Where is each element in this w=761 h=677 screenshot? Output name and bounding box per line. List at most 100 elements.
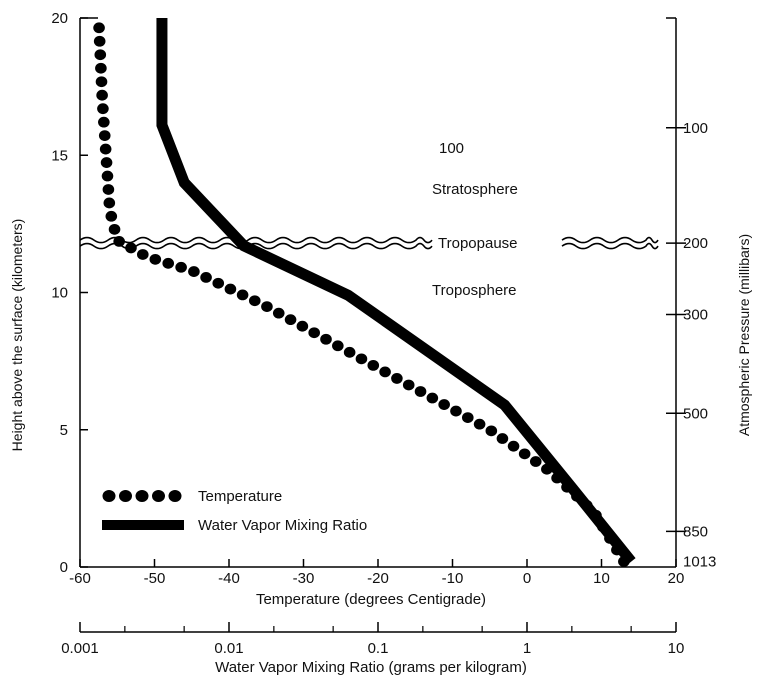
temperature-dot [518, 448, 531, 460]
temperature-dot [284, 314, 297, 326]
mixing-ratio-axis-label: Water Vapor Mixing Ratio (grams per kilo… [215, 659, 527, 676]
mixing-ratio-tick-label: 0.01 [214, 640, 243, 657]
tropopause-wave-right [561, 236, 659, 250]
right-axis-tick-label: 300 [683, 306, 708, 323]
stratosphere-annotation: Stratosphere [432, 181, 518, 198]
temperature-axis-tick-label: -30 [293, 570, 315, 587]
right-axis-label: Atmospheric Pressure (millibars) [736, 234, 752, 436]
temperature-dot [93, 35, 106, 47]
temperature-dot [98, 116, 110, 128]
temperature-dot [426, 392, 439, 404]
legend-temperature-label: Temperature [198, 488, 282, 505]
temperature-axis-tick-label: -20 [367, 570, 389, 587]
temperature-dot [175, 261, 187, 273]
right-axis-tick-label: 500 [683, 405, 708, 422]
temperature-dot [97, 103, 109, 115]
legend-temperature-dot [102, 490, 116, 502]
pressure-100-annotation: 100 [439, 140, 464, 157]
troposphere-annotation: Troposphere [432, 282, 517, 299]
temperature-axis-tick-label: -10 [442, 570, 464, 587]
temperature-dot [248, 295, 261, 307]
temperature-dot [308, 327, 320, 339]
temperature-axis-label: Temperature (degrees Centigrade) [256, 591, 486, 608]
temperature-dot [343, 346, 356, 358]
water-vapor-series-line [156, 18, 636, 565]
legend-temperature-dot [168, 490, 182, 502]
left-axis-label: Height above the surface (kilometers) [9, 219, 25, 452]
temperature-dot [529, 456, 542, 467]
tropopause-annotation: Tropopause [438, 235, 518, 252]
temperature-dot [355, 353, 368, 365]
temperature-dot [99, 143, 112, 155]
temperature-series-dots [93, 22, 630, 567]
temperature-dot [461, 412, 474, 424]
temperature-dot [391, 373, 403, 384]
mixing-ratio-axis: 0.001 0.01 0.1 1 10 [61, 622, 684, 657]
legend-temperature-dot [135, 490, 149, 502]
left-axis-tick-label: 10 [51, 285, 68, 302]
temperature-dot [93, 22, 105, 34]
temperature-dot [100, 157, 113, 168]
temperature-dot [379, 366, 391, 378]
temperature-dot [96, 89, 108, 101]
temperature-dot [102, 184, 115, 195]
plot-frame [79, 17, 677, 568]
temperature-dot [438, 399, 450, 410]
temperature-dot [261, 301, 273, 313]
temperature-dot [320, 333, 332, 345]
legend-temperature-swatch [102, 490, 182, 502]
left-axis-tick-label: 15 [51, 147, 68, 164]
legend: Temperature Water Vapor Mixing Ratio [102, 488, 367, 534]
temperature-dot [101, 170, 114, 182]
temperature-axis: -60 -50 -40 -30 -20 -10 0 10 20 [69, 559, 684, 587]
temperature-dot [188, 266, 200, 277]
temperature-dot [212, 277, 225, 289]
temperature-dot [224, 283, 237, 295]
temperature-dot [332, 340, 344, 352]
temperature-dot [473, 418, 486, 430]
temperature-dot [113, 236, 125, 247]
legend-water-vapor-label: Water Vapor Mixing Ratio [198, 517, 367, 534]
mixing-ratio-tick-label: 0.1 [368, 640, 389, 657]
temperature-dot [125, 242, 137, 254]
legend-temperature-dot [119, 490, 132, 502]
temperature-dot [236, 289, 249, 301]
temperature-dot [485, 425, 498, 437]
temperature-axis-tick-label: 20 [668, 570, 685, 587]
left-axis-tick-label: 0 [60, 559, 68, 576]
tropopause-wave-left [79, 236, 433, 250]
mixing-ratio-tick-label: 1 [523, 640, 531, 657]
right-axis-tick-label: 1013 [683, 554, 716, 571]
temperature-dot [367, 359, 380, 371]
temperature-dot [296, 320, 309, 332]
temperature-axis-tick-label: 10 [593, 570, 610, 587]
legend-water-vapor-swatch [102, 520, 184, 530]
temperature-dot [149, 253, 162, 265]
right-axis-tick-label: 200 [683, 235, 708, 252]
temperature-dot [450, 405, 462, 417]
temperature-dot [162, 257, 175, 269]
temperature-axis-tick-label: -50 [144, 570, 166, 587]
legend-temperature-dot [152, 490, 165, 502]
right-axis-tick-label: 850 [683, 523, 708, 540]
mixing-ratio-tick-label: 10 [668, 640, 685, 657]
temperature-dot [95, 62, 107, 74]
mixing-ratio-tick-label: 0.001 [61, 640, 99, 657]
series-layer [93, 18, 636, 567]
temperature-dot [414, 386, 427, 397]
left-axis-tick-label: 5 [60, 422, 68, 439]
temperature-dot [272, 307, 285, 319]
temperature-dot [98, 130, 111, 142]
temperature-dot [496, 433, 509, 444]
temperature-axis-tick-label: 0 [523, 570, 531, 587]
temperature-dot [105, 210, 118, 222]
temperature-dot [103, 197, 116, 209]
temperature-dot [95, 76, 108, 88]
left-axis: 0 5 10 15 20 [51, 10, 88, 576]
temperature-dot [402, 379, 415, 391]
temperature-dot [200, 272, 212, 283]
temperature-axis-tick-label: -60 [69, 570, 91, 587]
temperature-axis-tick-label: -40 [218, 570, 240, 587]
right-axis: 100 200 300 500 850 1013 [666, 120, 716, 571]
